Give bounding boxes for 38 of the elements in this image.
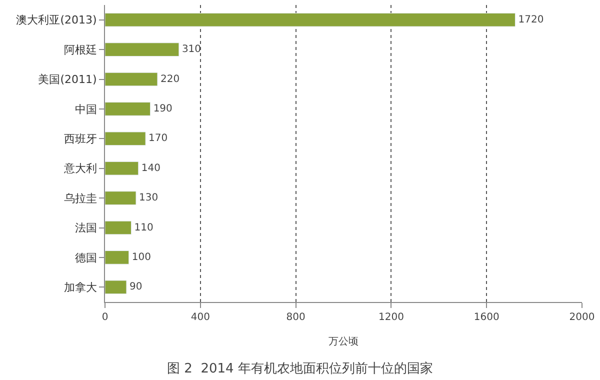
data-label: 190	[153, 103, 172, 114]
bar	[105, 280, 127, 294]
data-label: 310	[182, 44, 202, 56]
data-label: 140	[141, 162, 160, 174]
x-tick-label: 2000	[569, 312, 595, 323]
data-label: 100	[132, 252, 151, 263]
bar	[105, 191, 136, 205]
text: 图 2 2014 年有机农地面积位列前十位的国家	[167, 360, 433, 376]
bar	[105, 12, 516, 27]
x-tick-label: 400	[190, 312, 210, 323]
y-tick-label: 加拿大	[64, 281, 97, 294]
x-tick-label: 1200	[378, 312, 404, 323]
bar	[105, 161, 139, 176]
data-label: 110	[134, 222, 154, 234]
data-label: 1720	[518, 14, 544, 26]
x-tick-label: 0	[102, 312, 108, 323]
y-tick-label: 乌拉圭	[64, 192, 97, 205]
y-tick-label: 西班牙	[64, 132, 97, 146]
bar	[105, 250, 130, 264]
data-label: 90	[129, 282, 142, 293]
y-tick-label: 阿根廷	[64, 43, 97, 56]
x-axis-title: 万公顷	[328, 336, 358, 348]
y-tick-label: 意大利	[62, 162, 97, 176]
bar	[105, 220, 132, 235]
bar	[105, 132, 146, 146]
data-label: 170	[148, 133, 168, 144]
bar	[105, 72, 158, 86]
data-label: 220	[160, 74, 180, 85]
bar	[105, 42, 180, 56]
y-tick-label: 中国	[74, 102, 97, 116]
data-label: 130	[139, 192, 158, 204]
y-tick-label: 澳大利亚(2013)	[16, 14, 97, 27]
bar	[105, 102, 151, 116]
y-tick-label: 美国(2011)	[38, 73, 97, 86]
x-tick-label: 1600	[474, 312, 500, 323]
y-tick-label: 德国	[74, 251, 97, 264]
x-tick-label: 800	[286, 312, 306, 323]
y-tick-label: 法国	[74, 222, 97, 235]
